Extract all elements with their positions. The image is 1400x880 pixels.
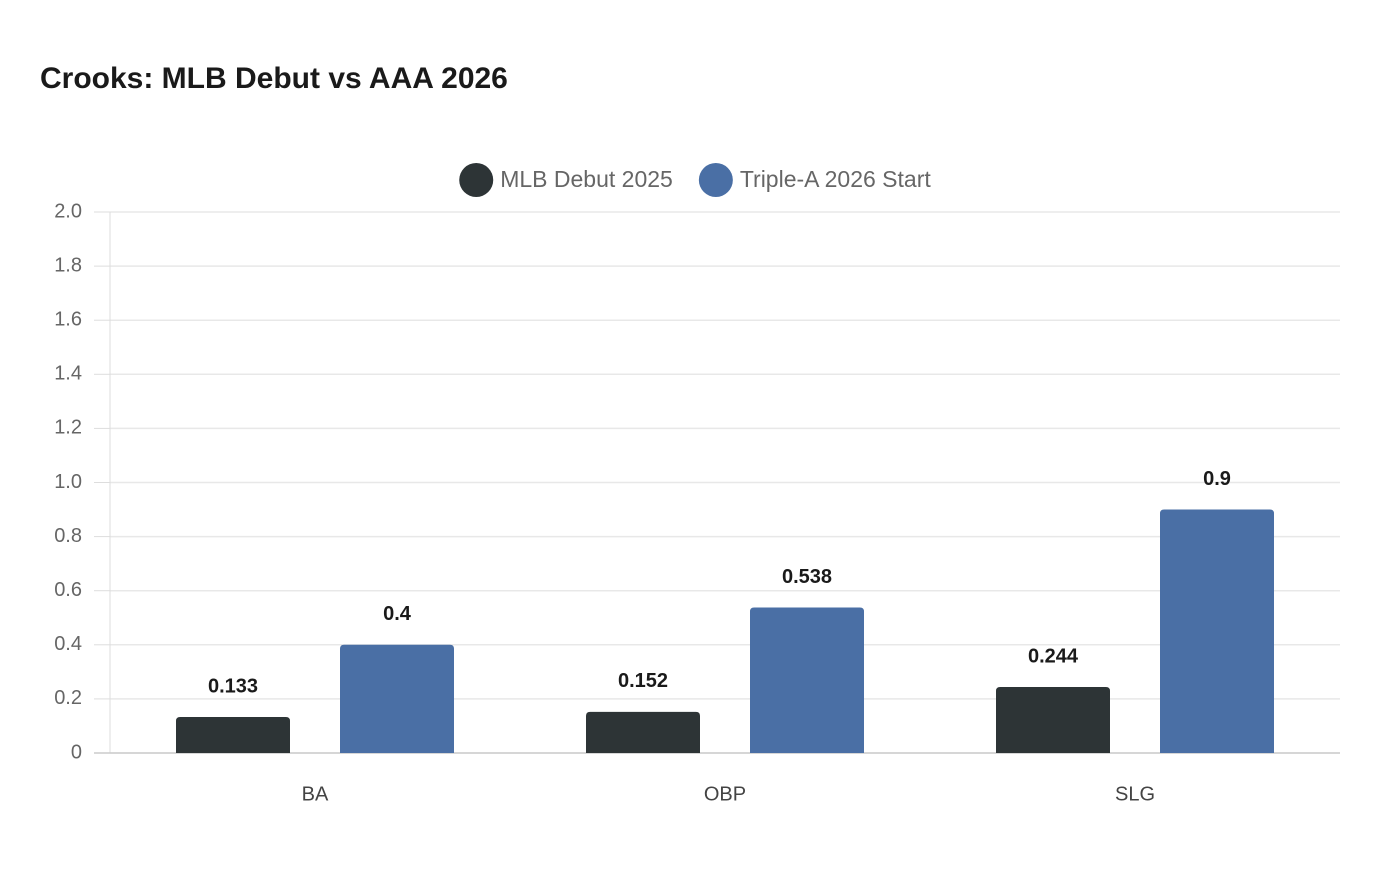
y-tick-label: 0.2 — [54, 687, 82, 709]
y-tick-label: 0.8 — [54, 525, 82, 547]
y-tick-label: 1.4 — [54, 363, 82, 385]
value-label: 0.244 — [1028, 645, 1079, 667]
y-tick-label: 1.8 — [54, 254, 82, 276]
value-label: 0.133 — [208, 675, 258, 697]
y-tick-label: 0 — [71, 741, 82, 763]
bar — [1160, 509, 1274, 753]
legend-label: MLB Debut 2025 — [500, 166, 673, 192]
x-tick-label: OBP — [704, 783, 746, 805]
legend-marker — [698, 163, 733, 197]
chart-title: Crooks: MLB Debut vs AAA 2026 — [40, 62, 508, 95]
bar — [586, 711, 700, 753]
value-label: 0.152 — [618, 670, 668, 692]
bar — [340, 644, 454, 753]
value-label: 0.4 — [383, 603, 412, 625]
value-label: 0.538 — [782, 566, 832, 588]
bar — [996, 686, 1110, 753]
y-tick-label: 1.6 — [54, 308, 82, 330]
bar — [176, 717, 290, 753]
legend-marker — [459, 163, 494, 197]
value-label: 0.9 — [1203, 468, 1231, 490]
legend-label: Triple-A 2026 Start — [740, 166, 932, 192]
y-tick-label: 2.0 — [54, 200, 82, 222]
x-tick-label: BA — [302, 783, 329, 805]
x-tick-label: SLG — [1115, 783, 1155, 805]
bar — [750, 607, 864, 753]
y-tick-label: 1.2 — [54, 417, 82, 439]
y-tick-label: 0.4 — [54, 633, 82, 655]
y-tick-label: 0.6 — [54, 579, 82, 601]
y-tick-label: 1.0 — [54, 471, 82, 493]
